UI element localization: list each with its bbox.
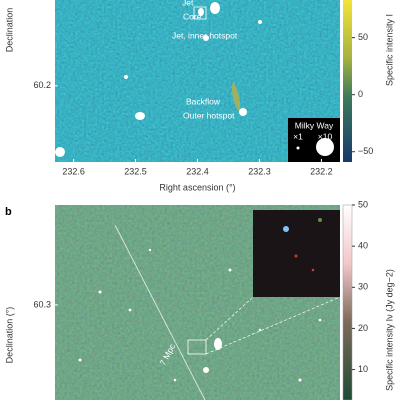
x-label: Right ascension (°) (159, 182, 235, 192)
mw-large (316, 138, 334, 156)
colorbar (343, 0, 352, 162)
x-tick-label: 232.6 (62, 166, 85, 176)
x-tick-label: 232.3 (248, 166, 271, 176)
y-tick-label: 60.3 (33, 299, 51, 309)
inset-star (294, 254, 298, 258)
annotation: Jet (182, 0, 194, 7)
x-tick-label: 232.4 (186, 166, 209, 176)
inset-star (311, 268, 315, 272)
colorbar-tick-label: 0 (358, 89, 363, 99)
colorbar-tick-label: 30 (358, 282, 368, 292)
zoom-line (205, 296, 254, 341)
annotation: Outer hotspot (183, 110, 235, 120)
annotation: ×1 (293, 131, 303, 141)
scale-line (114, 224, 206, 401)
panel-label: b (5, 206, 12, 218)
backflow (231, 83, 241, 111)
x-tick-label: 232.5 (124, 166, 147, 176)
inset-star (318, 218, 322, 222)
colorbar-tick-label: 10 (358, 364, 368, 374)
colorbar-tick-label: −50 (358, 146, 373, 156)
core-box (193, 6, 207, 20)
milky-way-box (288, 118, 340, 162)
y-label: Declination (4, 8, 14, 53)
annotation: ×10 (318, 131, 333, 141)
zoom-box (187, 339, 207, 355)
colorbar-tick-label: 20 (358, 323, 368, 333)
colorbar-tick-label: 40 (358, 241, 368, 251)
colorbar (342, 204, 353, 401)
mw-small (296, 146, 300, 150)
inset-star (283, 226, 289, 232)
x-tick-label: 232.2 (310, 166, 333, 176)
annotation: Milky Way (295, 120, 334, 130)
colorbar-label: Specific intensity I (384, 14, 394, 86)
colorbar-tick-label: 50 (358, 199, 368, 209)
annotation: Jet, inner hotspot (172, 30, 238, 40)
inset (253, 210, 340, 297)
y-label: Declination (°) (4, 307, 14, 364)
sources (55, 2, 262, 157)
zoom-line (205, 296, 341, 355)
annotation: Backflow (186, 96, 221, 106)
colorbar-label: Specific intensity Iν (Jy deg−2) (384, 269, 394, 391)
colorbar-tick-label: 50 (358, 32, 368, 42)
annotation: Core (183, 11, 202, 21)
y-tick-label: 60.2 (33, 80, 51, 90)
sources (78, 248, 322, 382)
